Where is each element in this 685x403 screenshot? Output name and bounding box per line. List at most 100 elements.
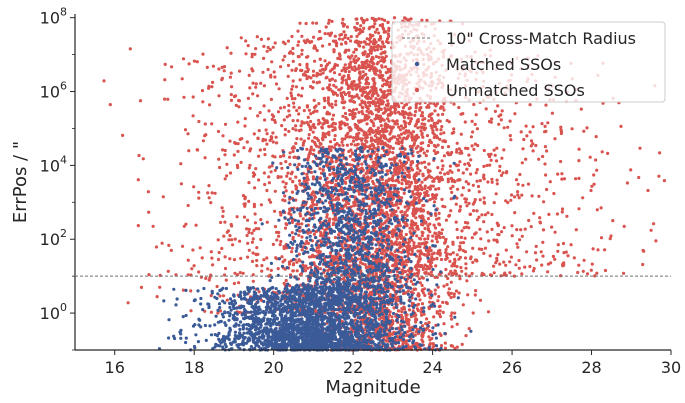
unmatched-point [197, 270, 201, 274]
unmatched-point [510, 234, 514, 238]
unmatched-point [291, 149, 295, 153]
unmatched-point [284, 160, 288, 164]
unmatched-point [398, 112, 402, 116]
unmatched-point [442, 108, 446, 112]
unmatched-point [332, 83, 336, 87]
unmatched-point [406, 174, 410, 178]
unmatched-point [428, 338, 432, 342]
unmatched-point [291, 46, 295, 51]
unmatched-point [243, 197, 247, 201]
unmatched-point [439, 106, 443, 110]
unmatched-point [475, 168, 479, 172]
unmatched-point [342, 23, 347, 27]
unmatched-point [414, 179, 418, 183]
unmatched-point [364, 66, 368, 70]
unmatched-point [391, 282, 395, 286]
unmatched-point [241, 271, 245, 275]
unmatched-point [211, 263, 215, 267]
unmatched-point [383, 136, 387, 140]
unmatched-point [316, 72, 321, 76]
unmatched-point [366, 107, 370, 111]
unmatched-point [413, 196, 417, 200]
unmatched-point [442, 131, 446, 135]
unmatched-point [269, 75, 273, 79]
unmatched-point [251, 279, 255, 283]
unmatched-point [315, 48, 319, 53]
unmatched-point [304, 21, 308, 26]
unmatched-point [409, 117, 413, 121]
unmatched-point [378, 102, 382, 106]
unmatched-point [436, 143, 440, 147]
unmatched-point [283, 199, 287, 203]
unmatched-point [271, 131, 275, 135]
unmatched-point [313, 194, 317, 198]
unmatched-point [429, 124, 433, 128]
unmatched-point [585, 126, 589, 130]
unmatched-point [471, 202, 475, 206]
unmatched-point [592, 173, 596, 177]
unmatched-point [397, 140, 401, 144]
unmatched-point [446, 291, 450, 295]
unmatched-point [561, 241, 566, 246]
unmatched-point [312, 98, 316, 102]
unmatched-point [390, 111, 394, 115]
unmatched-point [460, 269, 464, 273]
unmatched-point [433, 288, 437, 292]
unmatched-point [409, 113, 413, 117]
unmatched-point [388, 132, 392, 136]
unmatched-point [506, 125, 510, 129]
unmatched-point [619, 124, 623, 128]
unmatched-point [154, 245, 159, 249]
unmatched-point [186, 132, 190, 136]
unmatched-point [330, 19, 334, 23]
unmatched-point [302, 39, 306, 43]
unmatched-point [341, 97, 345, 101]
unmatched-point [230, 85, 234, 89]
unmatched-point [376, 48, 380, 52]
unmatched-point [431, 193, 435, 197]
unmatched-point [300, 235, 304, 239]
unmatched-point [394, 256, 398, 260]
unmatched-point [220, 65, 224, 69]
unmatched-point [570, 127, 574, 131]
unmatched-point [291, 52, 295, 56]
unmatched-point [334, 196, 339, 200]
unmatched-point [462, 226, 466, 230]
unmatched-point [260, 269, 264, 273]
unmatched-point [228, 139, 232, 143]
unmatched-point [354, 17, 358, 21]
unmatched-point [210, 85, 214, 89]
unmatched-point [195, 148, 199, 152]
unmatched-point [414, 137, 418, 141]
unmatched-point [313, 59, 317, 63]
unmatched-point [421, 231, 425, 235]
unmatched-point [299, 94, 304, 98]
unmatched-point [415, 234, 419, 238]
unmatched-point [257, 129, 261, 133]
unmatched-point [256, 114, 260, 118]
unmatched-point [265, 142, 269, 146]
unmatched-point [405, 208, 409, 212]
unmatched-point [422, 151, 426, 155]
unmatched-point [509, 255, 513, 259]
unmatched-point [370, 60, 374, 64]
unmatched-point [408, 247, 412, 251]
unmatched-point [299, 137, 303, 141]
unmatched-point [372, 85, 376, 89]
unmatched-point [317, 102, 321, 106]
unmatched-point [556, 243, 560, 247]
unmatched-point [500, 156, 504, 160]
unmatched-point [400, 316, 404, 321]
unmatched-point [384, 123, 388, 127]
unmatched-point [290, 68, 294, 72]
unmatched-point [654, 239, 658, 243]
unmatched-point [387, 26, 391, 30]
unmatched-point [200, 256, 204, 260]
unmatched-point [389, 105, 393, 109]
unmatched-point [413, 113, 417, 117]
unmatched-point [246, 255, 250, 259]
unmatched-point [414, 317, 418, 321]
unmatched-point [388, 313, 392, 317]
unmatched-point [432, 315, 436, 319]
unmatched-point [436, 175, 440, 179]
